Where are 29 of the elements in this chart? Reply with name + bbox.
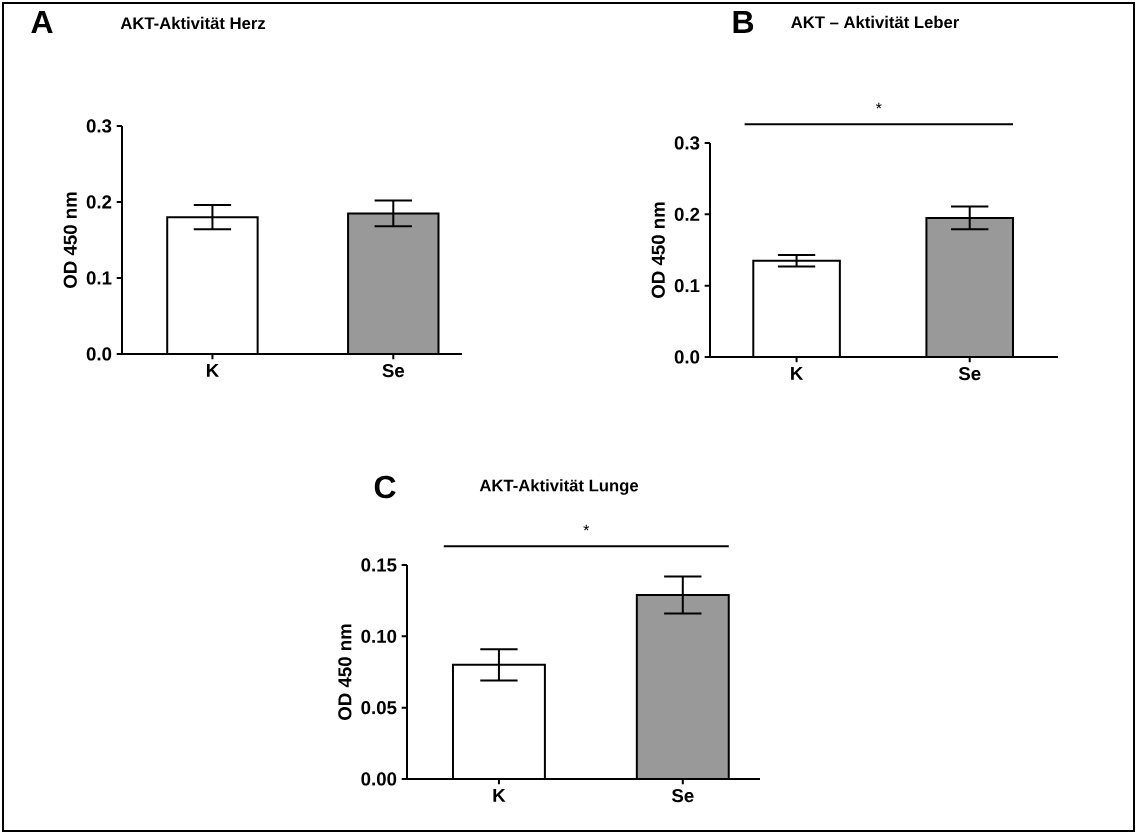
y-tick-label: 0.3 [674, 136, 700, 150]
y-tick-label: 0.15 [361, 558, 397, 572]
y-tick-label: 0.10 [361, 629, 397, 643]
y-tick-label: 0.0 [86, 347, 112, 361]
y-tick-label: 0.1 [674, 279, 700, 293]
x-tick-label: K [493, 789, 506, 802]
chart-title: AKT-Aktivität Herz [120, 16, 266, 30]
x-tick-label: K [206, 364, 220, 377]
x-tick-label: K [791, 367, 804, 380]
text: A [31, 10, 53, 33]
text: * [875, 102, 882, 109]
y-axis-title: OD 450 nm [651, 202, 665, 298]
y-axis-title: OD 450 nm [338, 624, 352, 720]
y-axis-title: OD 450 nm [63, 192, 77, 288]
y-tick-label: 0.1 [86, 271, 112, 285]
x-tick-label: Se [958, 367, 981, 381]
y-tick-label: 0.00 [361, 772, 397, 786]
y-tick-label: 0.3 [86, 119, 112, 133]
y-tick-label: 0.2 [86, 195, 112, 209]
y-tick-label: 0.05 [361, 701, 397, 715]
text: * [583, 524, 590, 531]
y-tick-label: 0.2 [674, 207, 700, 221]
x-tick-label: Se [382, 364, 405, 378]
y-tick-label: 0.0 [674, 350, 700, 364]
chart-title: AKT – Aktivität Leber [791, 15, 960, 29]
text: B [733, 10, 754, 33]
x-tick-label: Se [671, 789, 694, 803]
chart-title: AKT-Aktivität Lunge [479, 479, 639, 495]
text: C [374, 475, 396, 499]
